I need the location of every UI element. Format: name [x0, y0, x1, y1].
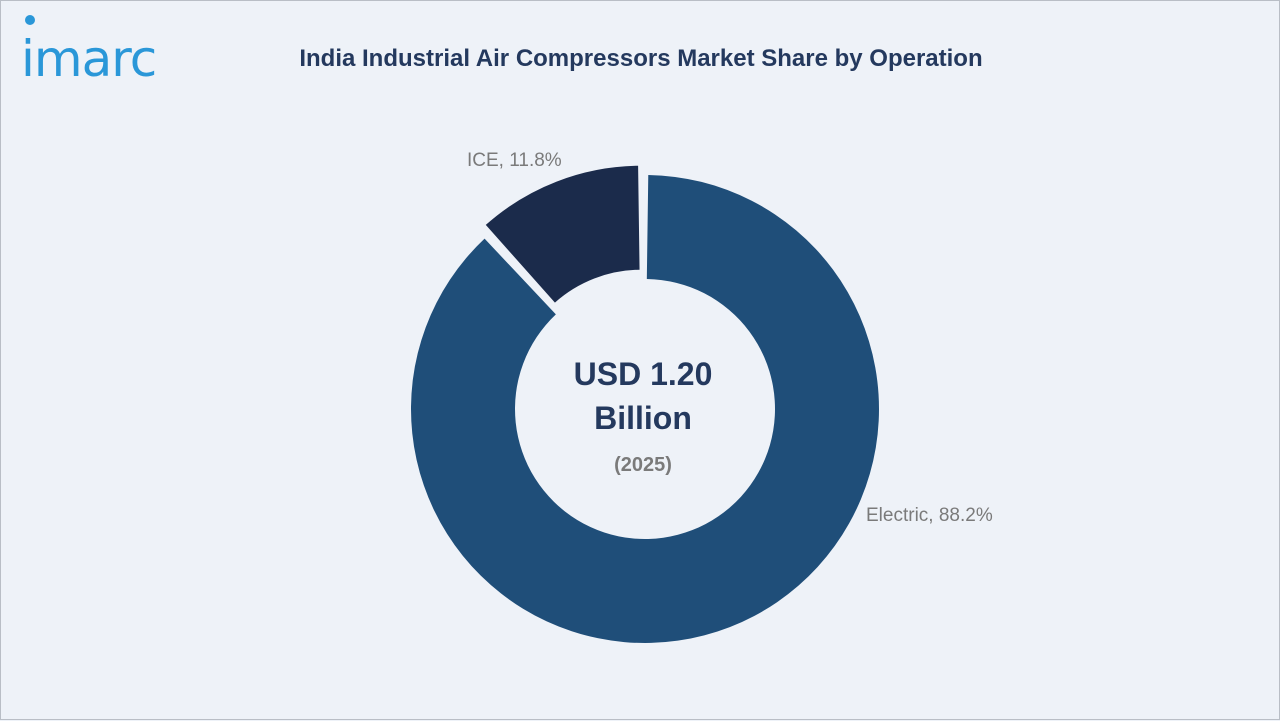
- center-year: (2025): [614, 454, 672, 476]
- logo-dot: [25, 15, 35, 25]
- chart-title: India Industrial Air Compressors Market …: [299, 45, 983, 72]
- donut-slice-ice: [485, 165, 640, 303]
- center-unit: Billion: [594, 400, 692, 436]
- slice-label-ice: ICE, 11.8%: [467, 150, 562, 171]
- donut-slice-electric: [410, 175, 879, 644]
- center-value: USD 1.20: [574, 356, 713, 392]
- imarc-logo: imarc: [21, 15, 206, 88]
- logo-text: imarc: [21, 30, 157, 88]
- slice-label-electric: Electric, 88.2%: [866, 505, 993, 526]
